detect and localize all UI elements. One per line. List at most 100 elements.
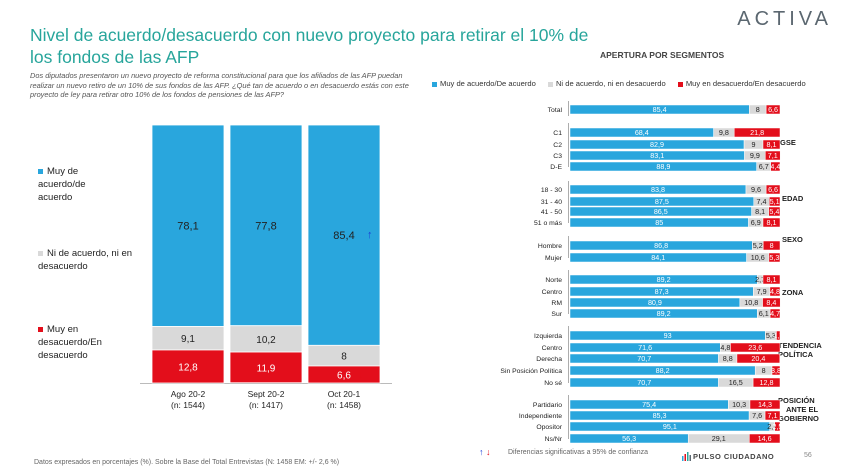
bar-disagree-0 [151, 349, 225, 384]
seg-bar-4-1-2 [769, 286, 781, 297]
seg-value-6-2-1: 2,4 [767, 422, 777, 431]
seg-value-2-1-2: 5,1 [770, 197, 780, 206]
stacked-bar-chart: 78,1 9,1 12,8 Ago 20-2(n: 1544) 77,8 10,2 11,9… [140, 124, 392, 410]
row-label-4-0: Norte [545, 277, 562, 284]
seg-value-1-0-0: 68,4 [635, 128, 649, 137]
bar-agree-0 [151, 124, 225, 327]
seg-value-0-0-0: 85,4 [653, 105, 667, 114]
seg-value-5-1-2: 23,6 [748, 343, 762, 352]
seg-value-1-3-0: 88,9 [656, 162, 670, 171]
row-label-1-2: C3 [553, 153, 562, 160]
seg-bar-2-2-2 [768, 206, 781, 217]
seg-legend-swatch-disagree [677, 81, 683, 87]
category-label-0: Ago 20-2 [171, 389, 206, 399]
row-label-4-3: Sur [551, 311, 562, 318]
arrow-down-icon: ↓ [486, 447, 491, 457]
seg-value-3-1-0: 84,1 [651, 253, 665, 262]
seg-bar-5-2-2 [736, 353, 781, 364]
seg-legend-neutral: Ni de acuerdo, ni en desacuerdo [555, 79, 666, 88]
question-text: Dos diputados presentaron un nuevo proye… [30, 71, 409, 99]
seg-value-4-2-0: 80,9 [648, 298, 662, 307]
seg-value-6-3-0: 56,3 [622, 434, 636, 443]
row-label-2-1: 31 - 40 [541, 199, 562, 206]
seg-value-3-1-1: 10,6 [751, 253, 765, 262]
seg-bar-2-1-2 [769, 196, 781, 207]
legend-label-agree: Muy de acuerdo/de acuerdo [38, 166, 86, 203]
seg-value-2-3-1: 6,9 [751, 218, 761, 227]
seg-value-5-2-0: 70,7 [637, 354, 651, 363]
seg-bar-6-0-2 [749, 399, 781, 410]
seg-legend-disagree: Muy en desacuerdo/En desacuerdo [685, 79, 806, 88]
category-label-2: Oct 20-1 [328, 389, 361, 399]
seg-value-4-3-0: 89,2 [657, 309, 671, 318]
seg-value-0-0-2: 6,6 [768, 105, 778, 114]
legend-swatch-disagree [38, 326, 43, 332]
segments-title: APERTURA POR SEGMENTOS [600, 50, 725, 60]
group-label-6-0: POSICIÓN [778, 396, 815, 405]
seg-legend-swatch-neutral [547, 81, 553, 87]
seg-value-0-0-1: 8 [756, 105, 760, 114]
seg-bar-6-3-2 [749, 433, 781, 444]
footnote: Datos expresados en porcentajes (%). Sob… [34, 459, 340, 466]
seg-value-2-3-2: 8,1 [766, 218, 776, 227]
significance-arrows: ↑ ↓ [479, 447, 491, 457]
seg-value-2-0-2: 6,6 [768, 185, 778, 194]
arrow-up-icon: ↑ [479, 447, 484, 457]
seg-value-6-1-0: 85,3 [653, 411, 667, 420]
chart-title: Nivel de acuerdo/desacuerdo con nuevo pr… [30, 25, 589, 67]
category-n-0: (n: 1544) [171, 400, 205, 410]
seg-legend-swatch-agree [432, 81, 437, 87]
row-label-2-3: 51 o más [534, 220, 563, 227]
seg-value-4-3-2: 4,7 [770, 309, 780, 318]
seg-bar-3-0-2 [762, 240, 781, 251]
group-label-5-1: POLÍTICA [778, 350, 814, 359]
seg-value-4-0-2: 8,1 [766, 275, 776, 284]
bar-agree-2 [307, 124, 381, 346]
seg-value-2-1-0: 87,5 [655, 197, 669, 206]
segments-legend: Muy de acuerdo/De acuerdo Ni de acuerdo,… [432, 79, 816, 88]
seg-bar-2-0-2 [765, 184, 781, 195]
seg-value-5-0-1: 5,3 [766, 331, 776, 340]
seg-value-2-0-1: 9,6 [751, 185, 761, 194]
seg-value-4-3-1: 6,1 [759, 309, 769, 318]
row-label-5-0: Izquierda [534, 333, 562, 340]
seg-value-4-1-0: 87,3 [655, 287, 669, 296]
bar-label-neutral-2: 8 [341, 352, 347, 363]
bar-agree-1 [229, 124, 303, 327]
seg-value-1-1-1: 9 [752, 140, 756, 149]
bar-label-agree-0: 78,1 [177, 221, 198, 233]
seg-value-4-2-2: 8,4 [766, 298, 776, 307]
seg-bar-6-1-2 [764, 410, 781, 421]
row-label-5-3: Sin Posición Política [500, 368, 562, 375]
bar-disagree-2 [307, 365, 381, 384]
seg-bar-5-4-2 [752, 377, 781, 388]
group-label-3-0: SEXO [782, 235, 803, 244]
seg-value-4-0-1: 2,7 [755, 275, 765, 284]
bar-label-agree-2: 85,4 [333, 230, 354, 242]
legend-swatch-agree [38, 168, 43, 174]
bar-label-neutral-1: 10,2 [256, 335, 276, 346]
group-label-6-2: GOBIERNO [778, 414, 819, 423]
bar-label-disagree-2: 6,6 [337, 370, 351, 381]
row-label-1-3: D-E [550, 164, 562, 171]
bar-disagree-1 [229, 351, 303, 384]
brand-logo: ACTIVA [737, 8, 832, 30]
seg-value-1-2-1: 9,9 [750, 151, 760, 160]
seg-value-6-1-2: 7,1 [768, 411, 778, 420]
page-number: 56 [804, 452, 812, 459]
bar-label-disagree-0: 12,8 [178, 362, 198, 373]
seg-bar-4-3-2 [769, 308, 781, 319]
seg-value-6-0-2: 14,3 [758, 400, 772, 409]
seg-value-1-0-1: 9,8 [719, 128, 729, 137]
seg-value-3-0-1: 5,2 [753, 241, 763, 250]
row-label-0-0: Total [548, 107, 563, 114]
seg-value-1-2-2: 7,1 [768, 151, 778, 160]
seg-value-4-1-1: 7,9 [757, 287, 767, 296]
seg-bar-1-2-2 [765, 150, 781, 161]
seg-legend-agree: Muy de acuerdo/De acuerdo [440, 79, 536, 88]
seg-value-2-1-1: 7,4 [757, 197, 767, 206]
row-label-3-0: Hombre [538, 243, 562, 250]
seg-value-5-3-1: 8 [762, 366, 766, 375]
group-label-5-0: TENDENCIA [778, 341, 822, 350]
row-label-6-0: Partidario [533, 402, 562, 409]
